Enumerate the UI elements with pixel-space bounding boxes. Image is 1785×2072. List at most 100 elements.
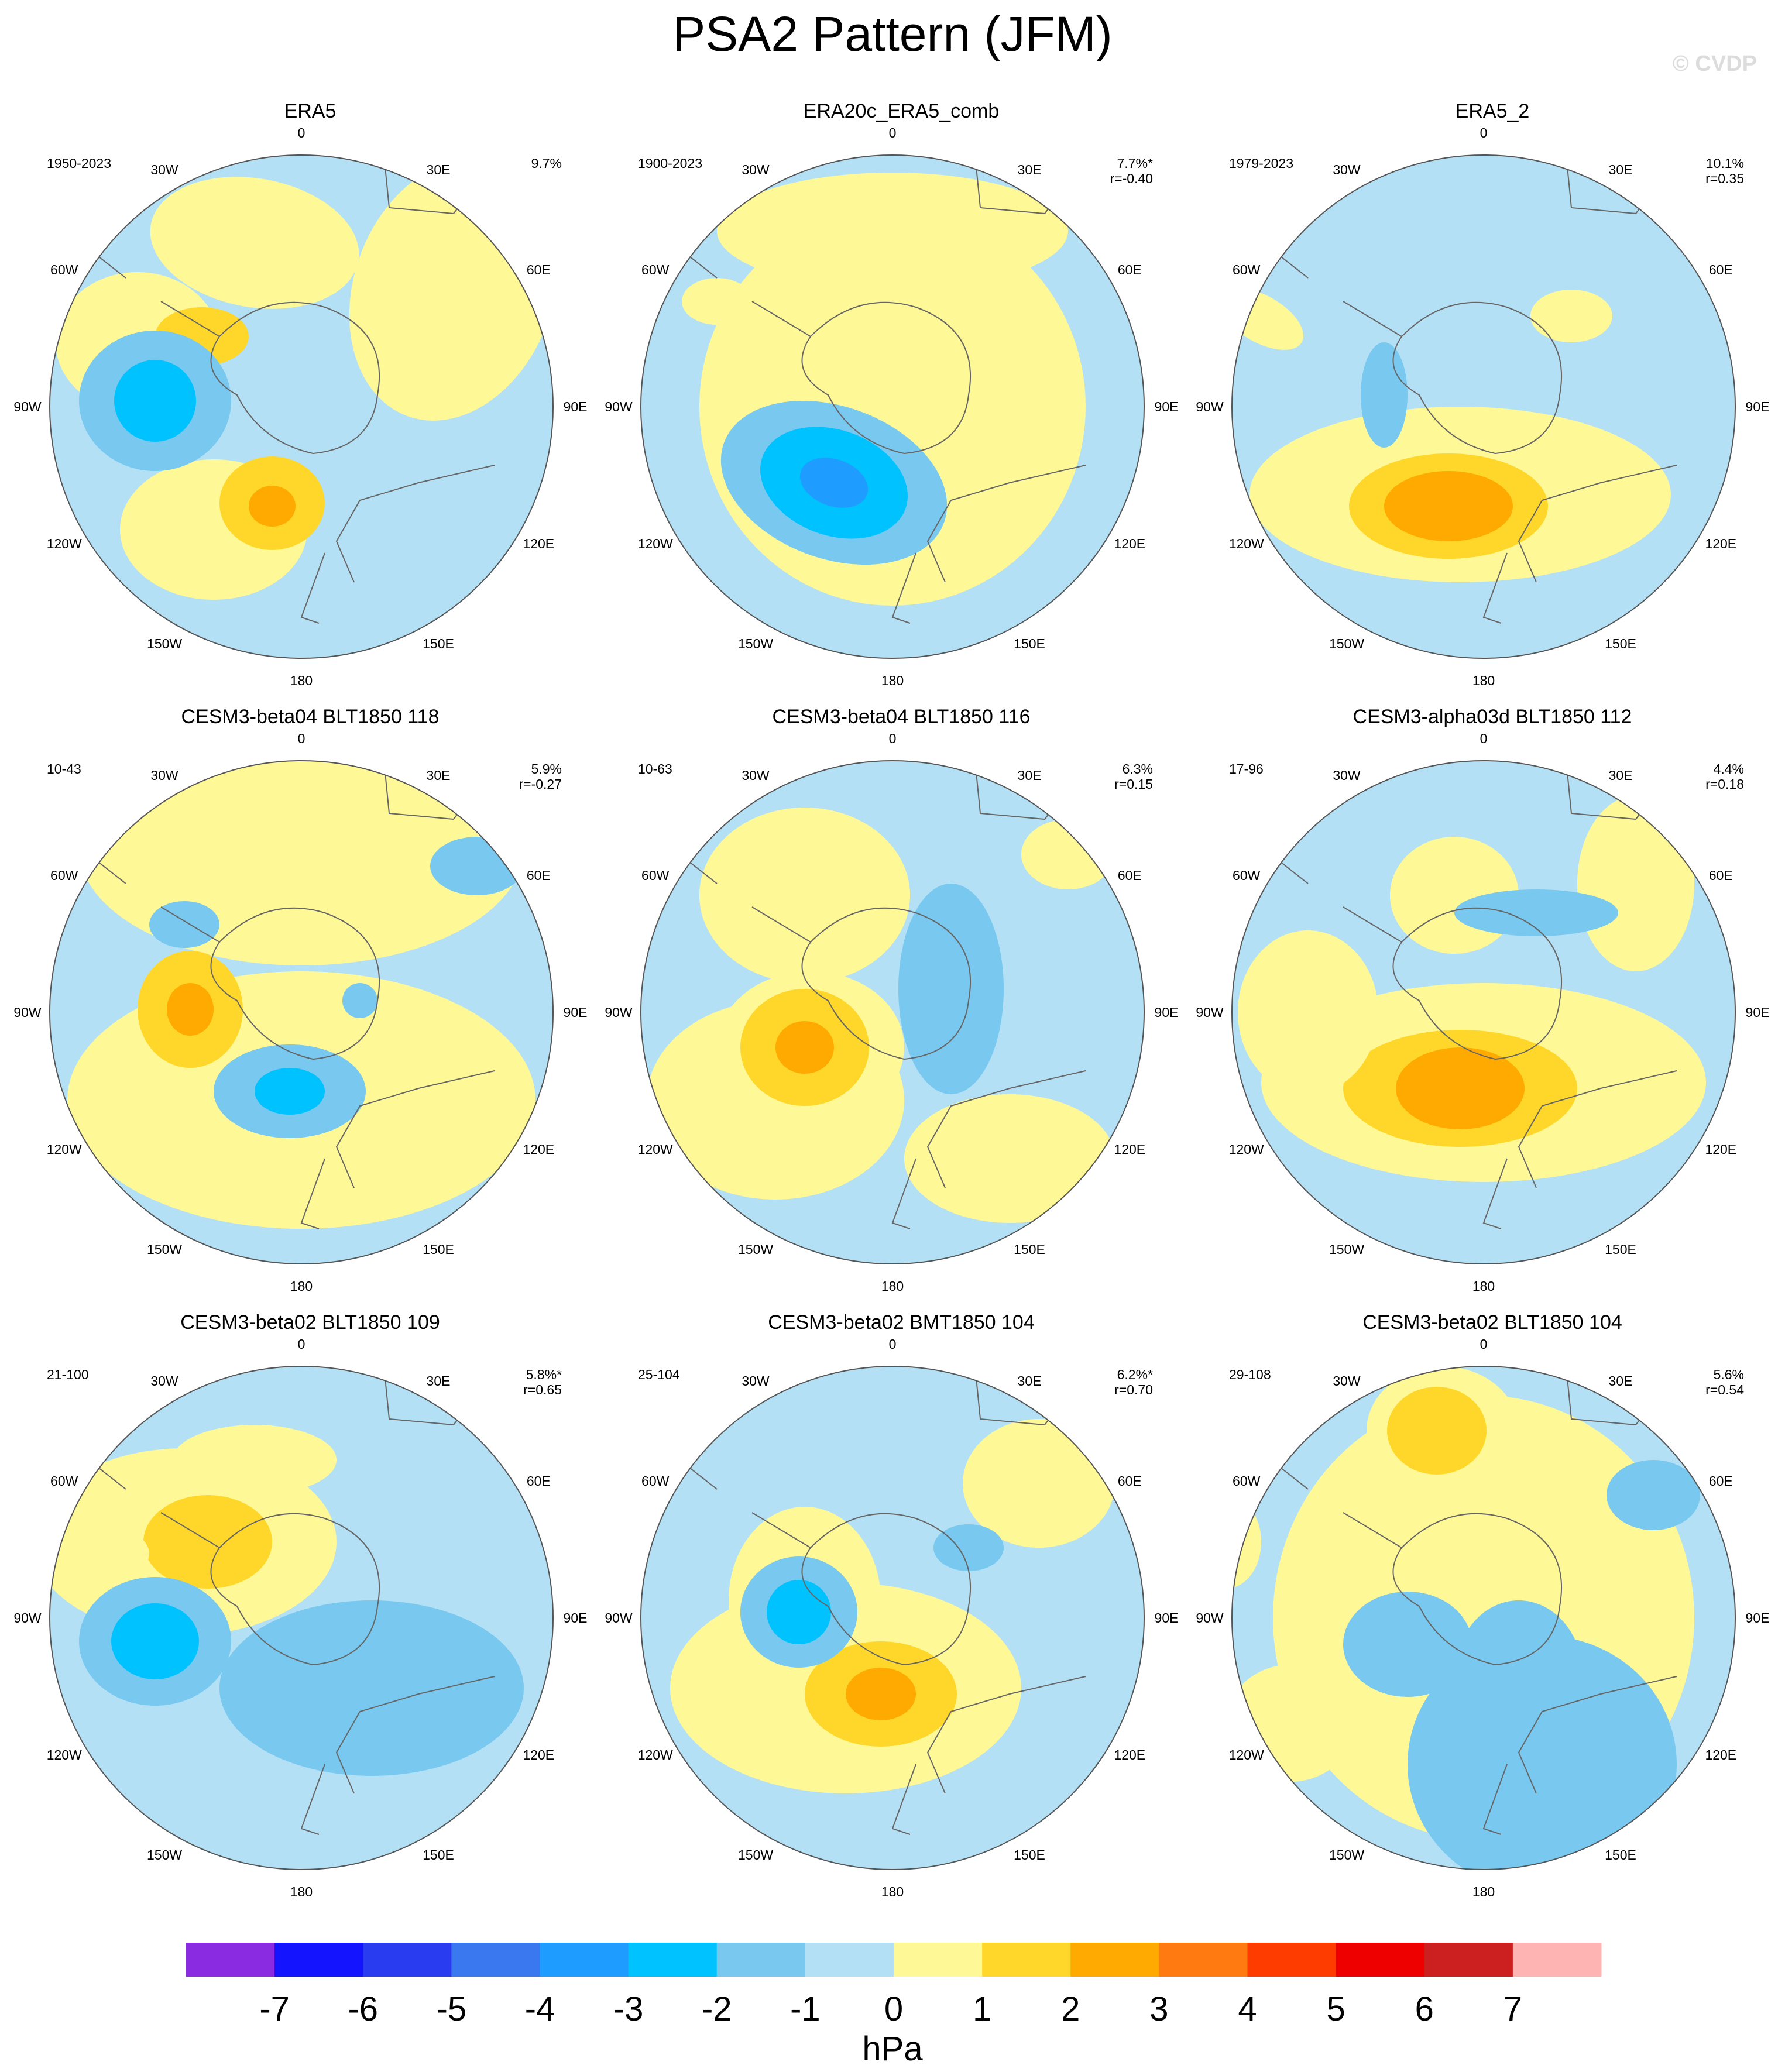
anomaly-contour bbox=[114, 360, 196, 442]
longitude-label: 30E bbox=[426, 162, 451, 177]
colorbar-box bbox=[1247, 1943, 1337, 1977]
longitude-label: 30E bbox=[1017, 1373, 1042, 1389]
panel-pattern-correlation: r=0.70 bbox=[1114, 1382, 1153, 1397]
watermark: © CVDP bbox=[1672, 51, 1757, 76]
australia-coastline bbox=[891, 465, 1086, 624]
longitude-label: 120E bbox=[523, 1142, 555, 1157]
longitude-label: 150W bbox=[147, 636, 183, 652]
longitude-label: 0 bbox=[297, 731, 305, 746]
colorbar-box bbox=[805, 1943, 894, 1977]
longitude-label: 120W bbox=[637, 536, 673, 551]
longitude-label: 120E bbox=[1705, 536, 1737, 551]
longitude-label: 90W bbox=[13, 399, 42, 414]
anomaly-contour bbox=[1530, 290, 1612, 342]
panel-variance-pct: 7.7%* bbox=[1117, 156, 1153, 171]
longitude-label: 180 bbox=[1472, 673, 1495, 688]
longitude-label: 0 bbox=[1480, 731, 1488, 746]
longitude-label: 180 bbox=[290, 1884, 313, 1899]
antarctica-coastline bbox=[1392, 1513, 1563, 1666]
longitude-label: 30W bbox=[1333, 767, 1361, 783]
longitude-label: 30W bbox=[742, 767, 770, 783]
polar-map bbox=[640, 1366, 1145, 1870]
colorbar-units: hPa bbox=[862, 2030, 923, 2068]
longitude-label: 150E bbox=[1605, 1847, 1636, 1863]
longitude-label: 60W bbox=[641, 262, 670, 277]
longitude-label: 120W bbox=[1228, 1747, 1264, 1762]
longitude-label: 90E bbox=[1745, 1005, 1770, 1020]
longitude-label: 30E bbox=[1608, 767, 1633, 783]
longitude-label: 120W bbox=[637, 1142, 673, 1157]
longitude-label: 90E bbox=[1154, 1610, 1179, 1626]
anomaly-contour bbox=[1238, 930, 1378, 1094]
panel-variance-pct: 5.6% bbox=[1713, 1367, 1744, 1382]
panel-title: ERA5_2 bbox=[1455, 100, 1530, 122]
colorbar-box bbox=[1512, 1943, 1602, 1977]
anomaly-contour bbox=[149, 901, 219, 948]
panel-title: CESM3-beta02 BLT1850 104 bbox=[1362, 1311, 1622, 1334]
figure-title: PSA2 Pattern (JFM) bbox=[672, 6, 1113, 61]
anomaly-contour bbox=[898, 884, 1004, 1094]
longitude-label: 150E bbox=[423, 636, 454, 652]
colorbar-box bbox=[1336, 1943, 1425, 1977]
longitude-label: 120W bbox=[637, 1747, 673, 1762]
longitude-label: 120E bbox=[1705, 1747, 1737, 1762]
anomaly-contour bbox=[50, 1524, 149, 1583]
colorbar-tick-label: -1 bbox=[790, 1990, 821, 2028]
anomaly-contour bbox=[1232, 1665, 1355, 1782]
colorbar-tick-label: 6 bbox=[1415, 1990, 1434, 2028]
longitude-label: 150E bbox=[423, 1242, 454, 1257]
map-panel: CESM3-alpha03d BLT1850 112 17-96 4.4% r=0.1… bbox=[1196, 705, 1779, 1302]
longitude-label: 0 bbox=[1480, 125, 1488, 140]
panel-years: 25-104 bbox=[638, 1367, 680, 1382]
polar-map bbox=[640, 760, 1145, 1264]
map-boundary bbox=[49, 760, 554, 1264]
polar-map bbox=[1231, 760, 1736, 1264]
anomaly-contour bbox=[1396, 1047, 1525, 1129]
australia-coastline bbox=[891, 1676, 1086, 1835]
colorbar-tick-label: -5 bbox=[436, 1990, 467, 2028]
anomaly-contour bbox=[1607, 1460, 1700, 1530]
map-panel: CESM3-beta02 BLT1850 104 29-108 5.6% r=0.54… bbox=[1196, 1311, 1779, 1908]
colorbar-tick-label: 5 bbox=[1326, 1990, 1345, 2028]
australia-coastline bbox=[1482, 465, 1677, 624]
anomaly-contour bbox=[846, 1668, 916, 1720]
longitude-label: 120W bbox=[1228, 1142, 1264, 1157]
anomaly-contour bbox=[1361, 342, 1408, 448]
anomaly-contour bbox=[699, 808, 910, 983]
longitude-label: 60E bbox=[1708, 1473, 1733, 1489]
longitude-label: 90W bbox=[13, 1005, 42, 1020]
colorbar-tick-label: -3 bbox=[613, 1990, 644, 2028]
colorbar-tick-label: -7 bbox=[259, 1990, 290, 2028]
panel-variance-pct: 10.1% bbox=[1705, 156, 1744, 171]
longitude-label: 180 bbox=[881, 1279, 904, 1294]
colorbar-box bbox=[274, 1943, 363, 1977]
longitude-label: 0 bbox=[888, 731, 897, 746]
map-boundary bbox=[49, 154, 554, 659]
longitude-label: 30E bbox=[1608, 1373, 1633, 1389]
australia-coastline bbox=[300, 1070, 495, 1229]
australia-coastline bbox=[891, 1070, 1086, 1229]
panel-pattern-correlation: r=0.54 bbox=[1705, 1382, 1744, 1397]
panel-variance-pct: 9.7% bbox=[531, 156, 562, 171]
longitude-label: 30E bbox=[1017, 767, 1042, 783]
colorbar-box bbox=[1424, 1943, 1513, 1977]
panel-years: 10-43 bbox=[47, 761, 81, 776]
colorbar-box bbox=[363, 1943, 452, 1977]
longitude-label: 180 bbox=[1472, 1884, 1495, 1899]
longitude-label: 150W bbox=[1329, 636, 1365, 652]
antarctica-coastline bbox=[1392, 301, 1563, 455]
anomaly-contour bbox=[963, 1419, 1115, 1548]
antarctica-coastline bbox=[210, 907, 380, 1060]
longitude-label: 150W bbox=[738, 1847, 774, 1863]
panel-title: ERA5 bbox=[284, 100, 337, 122]
map-panel: ERA5_2 1979-2023 10.1% r=0.35 0 30E 60E 90E 120E… bbox=[1196, 99, 1779, 696]
longitude-label: 120E bbox=[523, 1747, 555, 1762]
panel-title: CESM3-beta02 BMT1850 104 bbox=[768, 1311, 1035, 1334]
longitude-label: 90E bbox=[1745, 1610, 1770, 1626]
anomaly-contour bbox=[1387, 1387, 1487, 1475]
anomaly-contour bbox=[430, 837, 524, 895]
longitude-label: 150E bbox=[1014, 1847, 1045, 1863]
colorbar-tick-label: 3 bbox=[1149, 1990, 1169, 2028]
panel-years: 21-100 bbox=[47, 1367, 89, 1382]
anomaly-contour bbox=[1454, 889, 1618, 936]
